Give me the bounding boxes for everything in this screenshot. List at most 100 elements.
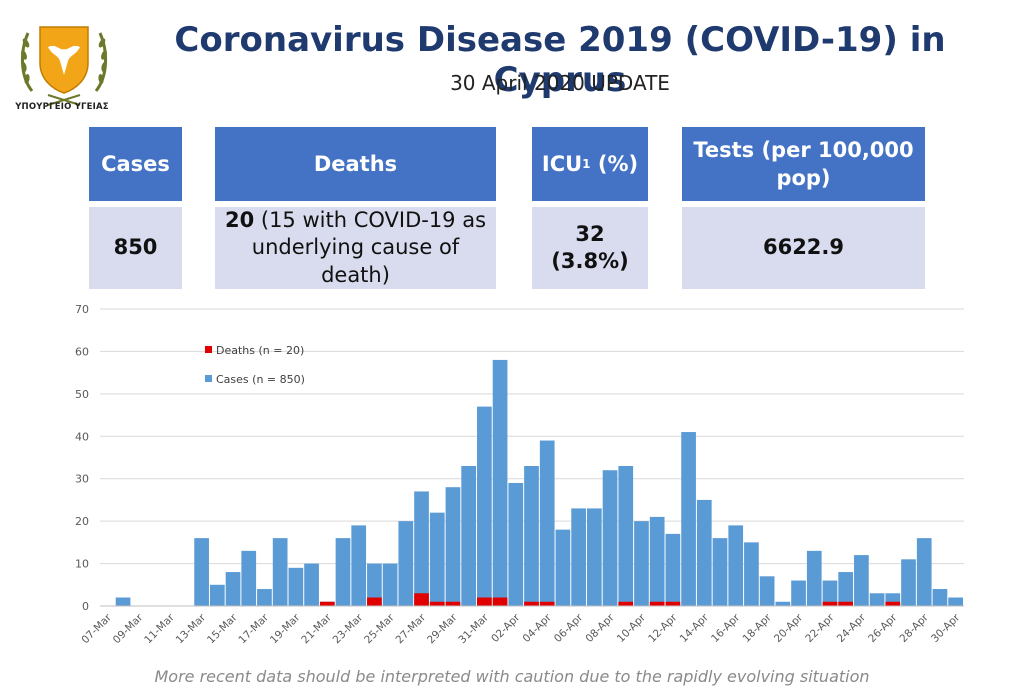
y-tick-label: 10	[75, 558, 89, 571]
tests-label-line-1: Tests (per 100,000	[693, 137, 914, 162]
x-tick-label: 18-Apr	[740, 611, 774, 645]
deaths-card: 20 (15 with COVID-19 as underlying cause…	[215, 207, 496, 289]
x-tick-label: 04-Apr	[521, 611, 555, 645]
cases-bar	[209, 584, 225, 606]
cases-bar	[288, 567, 304, 606]
icu-label: ICU	[541, 151, 583, 176]
cases-bar	[665, 533, 681, 606]
cases-bar	[272, 538, 288, 606]
legend-deaths-label: Deaths (n = 20)	[216, 344, 304, 357]
cases-bar	[681, 432, 696, 606]
legend-cases-swatch	[205, 375, 212, 382]
deaths-bar	[492, 597, 508, 606]
deaths-header: Deaths	[215, 127, 496, 201]
y-tick-label: 30	[75, 473, 89, 486]
deaths-bar	[649, 601, 665, 606]
x-tick-label: 28-Apr	[898, 611, 932, 645]
deaths-bar	[838, 601, 854, 606]
deaths-bar	[367, 597, 382, 606]
cases-bar	[791, 580, 806, 606]
cases-bar	[571, 508, 586, 606]
deaths-bar	[429, 601, 445, 606]
cases-value: 850	[89, 207, 182, 289]
x-tick-label: 07-Mar	[79, 611, 114, 646]
x-tick-label: 20-Apr	[772, 611, 806, 645]
x-tick-label: 23-Mar	[331, 611, 366, 646]
cases-bar	[241, 550, 257, 606]
cases-bar	[461, 465, 477, 606]
x-tick-label: 27-Mar	[394, 611, 429, 646]
cases-bar	[649, 516, 665, 606]
cases-bar	[775, 601, 791, 606]
cases-bar	[225, 572, 241, 606]
x-tick-label: 14-Apr	[678, 611, 712, 645]
x-tick-label: 31-Mar	[456, 611, 491, 646]
x-tick-label: 17-Mar	[236, 611, 271, 646]
cases-bar	[712, 538, 728, 606]
logo-caption: ΥΠΟΥΡΓΕΙΟ ΥΓΕΙΑΣ	[15, 102, 109, 112]
x-tick-label: 13-Mar	[174, 611, 209, 646]
x-tick-label: 08-Apr	[583, 611, 617, 645]
page-title: Coronavirus Disease 2019 (COVID-19) in C…	[174, 20, 946, 100]
icu-footnote-mark: 1	[582, 156, 591, 171]
deaths-bar	[524, 601, 539, 606]
x-tick-label: 25-Mar	[362, 611, 397, 646]
deaths-bar	[885, 601, 901, 606]
deaths-note-line-2: underlying cause of death)	[251, 235, 460, 287]
icu-header: ICU 1 (%)	[532, 127, 648, 201]
x-tick-label: 30-Apr	[929, 611, 963, 645]
cases-bar	[508, 482, 524, 606]
cases-bar	[916, 538, 932, 606]
cases-bar	[744, 542, 759, 606]
cases-bar	[477, 406, 492, 606]
cases-bar	[586, 508, 602, 606]
cases-bar	[539, 440, 555, 606]
deaths-bar	[445, 601, 461, 606]
x-tick-label: 26-Apr	[866, 611, 900, 645]
icu-card: 32 (3.8%)	[532, 207, 648, 289]
cases-bar	[351, 525, 367, 606]
cases-bar	[257, 589, 272, 606]
cases-bar	[822, 580, 838, 606]
cyprus-coat-of-arms-icon	[21, 26, 107, 106]
legend-deaths-swatch	[205, 346, 212, 353]
cases-bar	[728, 525, 744, 606]
x-tick-label: 19-Mar	[268, 611, 303, 646]
cases-bar	[335, 538, 351, 606]
tests-label-line-2: pop)	[776, 166, 831, 190]
cases-bar	[194, 538, 209, 606]
icu-percent: (3.8%)	[551, 249, 629, 273]
cases-bar	[602, 470, 618, 606]
cases-bar	[429, 512, 445, 606]
deaths-bar	[319, 601, 335, 606]
y-tick-label: 60	[75, 345, 89, 358]
tests-header: Tests (per 100,000 pop)	[682, 127, 925, 201]
tests-value: 6622.9	[682, 207, 925, 289]
cases-bar	[115, 597, 131, 606]
page-subtitle: 30 April 2020 UPDATE	[450, 71, 670, 95]
cases-bar	[398, 521, 414, 606]
cases-bar	[806, 550, 822, 606]
epidemic-curve-chart: 01020304050607007-Mar09-Mar11-Mar13-Mar1…	[75, 303, 964, 646]
icu-value: 32	[575, 221, 605, 246]
cases-bar	[445, 487, 461, 606]
legend-cases-label: Cases (n = 850)	[216, 373, 305, 386]
cases-bar	[854, 555, 869, 606]
deaths-bar	[539, 601, 555, 606]
y-tick-label: 20	[75, 515, 89, 528]
deaths-note-line-1: (15 with COVID-19 as	[260, 208, 487, 233]
x-tick-label: 09-Mar	[111, 611, 146, 646]
deaths-bar	[618, 601, 634, 606]
cases-bar	[618, 465, 634, 606]
cases-bar	[759, 576, 775, 606]
deaths-bar	[414, 593, 429, 606]
cases-bar	[838, 572, 854, 606]
x-tick-label: 21-Mar	[299, 611, 334, 646]
x-tick-label: 12-Apr	[646, 611, 680, 645]
cases-bar	[304, 563, 319, 606]
cases-bar	[869, 593, 885, 606]
y-tick-label: 0	[82, 600, 89, 613]
cases-bar	[901, 559, 916, 606]
deaths-bar	[477, 597, 492, 606]
x-tick-label: 15-Mar	[205, 611, 240, 646]
